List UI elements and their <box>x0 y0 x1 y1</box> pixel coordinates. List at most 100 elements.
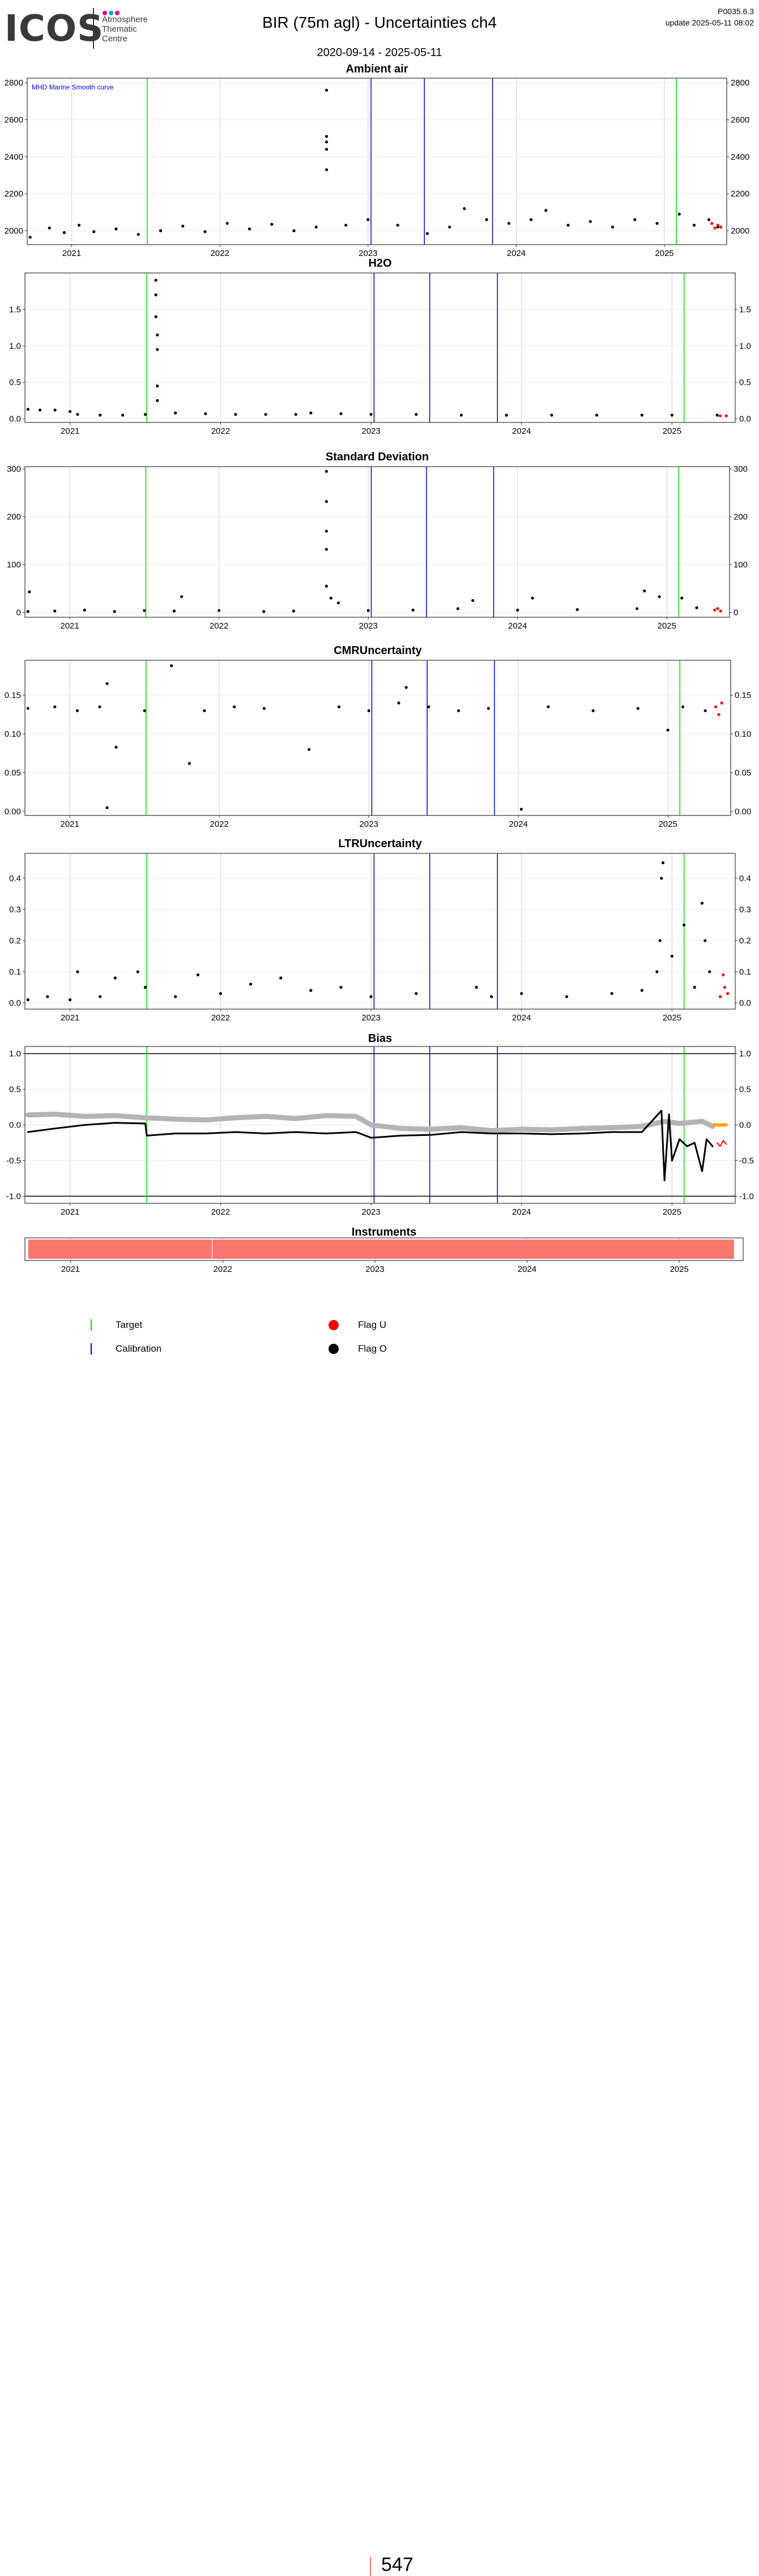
flag-u-point <box>719 225 723 229</box>
data-point <box>114 745 118 749</box>
data-point <box>48 227 51 230</box>
x-tick-label: 2024 <box>508 621 527 631</box>
data-point <box>26 998 29 1002</box>
data-point <box>204 412 207 416</box>
calibration-legend-icon <box>91 1343 92 1355</box>
data-point <box>180 595 184 599</box>
data-point <box>636 707 639 710</box>
data-point <box>660 877 663 880</box>
data-point <box>325 168 329 172</box>
data-point <box>670 413 674 417</box>
data-point <box>174 411 177 415</box>
plot-frame <box>24 466 730 618</box>
legend: 547 Target Calibration Flag U Flag O <box>0 1274 759 2576</box>
instrument-swatch <box>370 2557 371 2576</box>
target-legend-icon <box>91 1319 92 1331</box>
x-tick-label: 2024 <box>512 1013 531 1023</box>
data-point <box>270 223 274 226</box>
y-tick-label: 200 <box>7 512 21 522</box>
data-point <box>485 218 488 221</box>
data-point <box>591 709 595 712</box>
data-point <box>143 985 147 989</box>
data-point <box>225 221 229 225</box>
data-point <box>325 584 328 588</box>
chart-title: Bias <box>368 1032 392 1045</box>
icos-logo: ICOS <box>5 8 104 50</box>
bias-line <box>27 1109 714 1182</box>
data-point <box>53 609 57 613</box>
data-point <box>550 413 553 417</box>
data-point <box>463 207 466 210</box>
data-point <box>516 608 519 612</box>
data-point <box>530 218 533 221</box>
data-point <box>98 705 101 708</box>
data-point <box>136 970 139 973</box>
y-tick-label: 0.2 <box>9 936 21 946</box>
data-point <box>294 413 297 416</box>
chart-title: H2O <box>368 257 391 270</box>
bias-flag-line <box>717 1140 727 1147</box>
y-tick-label-right: 2800 <box>731 78 749 88</box>
data-point <box>218 609 221 612</box>
y-tick-label: 300 <box>7 464 21 474</box>
y-tick-label: 0.10 <box>5 729 21 739</box>
data-point <box>325 500 328 503</box>
chart-panel <box>23 853 737 1011</box>
plot-frame <box>24 660 731 816</box>
x-tick-label: 2021 <box>61 1013 79 1023</box>
y-tick-label: -1.0 <box>6 1191 21 1201</box>
logo-divider <box>93 8 94 49</box>
data-point <box>292 229 296 233</box>
x-tick-label: 2023 <box>359 249 377 258</box>
x-tick-label: 2023 <box>359 621 377 631</box>
flag-u-point <box>713 227 717 230</box>
y-tick-label-right: 1.5 <box>739 305 751 314</box>
flag-u-point <box>716 224 719 227</box>
y-tick-label-right: 0.10 <box>735 729 751 739</box>
x-tick-label: 2022 <box>211 1207 230 1217</box>
y-tick-label-right: 0.0 <box>739 1121 751 1130</box>
target-legend-label: Target <box>116 1319 143 1330</box>
plot-frame <box>24 1237 744 1261</box>
y-tick-label: 0.0 <box>9 998 21 1008</box>
y-tick-label: 1.0 <box>9 341 21 351</box>
data-point <box>425 232 429 235</box>
y-tick-label-right: 2000 <box>731 227 749 236</box>
data-point <box>174 995 177 998</box>
version-label: P0035.6.3 <box>718 7 754 16</box>
y-tick-label: -0.5 <box>6 1156 21 1165</box>
y-tick-label: 0.0 <box>9 1121 21 1130</box>
y-tick-label-right: 1.0 <box>739 1049 751 1059</box>
data-point <box>154 315 157 318</box>
data-point <box>156 385 159 388</box>
data-point <box>219 992 222 996</box>
data-point <box>677 212 681 216</box>
data-point <box>143 609 146 612</box>
data-point <box>113 976 117 980</box>
data-point <box>459 413 463 417</box>
data-point <box>113 610 116 613</box>
data-point <box>99 995 102 998</box>
data-point <box>114 227 118 230</box>
y-tick-label: 0.3 <box>9 905 21 915</box>
logo-subtitle-line: Atmosphere <box>102 15 148 24</box>
chart-title: Instruments <box>352 1226 416 1238</box>
x-tick-label: 2022 <box>214 1264 232 1274</box>
data-point <box>170 664 173 668</box>
data-point <box>680 596 684 600</box>
x-tick-label: 2021 <box>60 621 79 631</box>
logo-dots-icon <box>103 8 121 18</box>
x-tick-label: 2024 <box>518 1264 536 1274</box>
data-point <box>681 705 685 708</box>
data-point <box>595 413 599 417</box>
chart-title: Ambient air <box>346 63 408 75</box>
data-point <box>309 989 313 992</box>
y-tick-label: 1.5 <box>9 305 21 314</box>
data-point <box>325 140 329 144</box>
data-point <box>75 709 79 712</box>
flag-u-point <box>717 713 720 716</box>
data-point <box>46 995 49 998</box>
data-point <box>69 998 72 1002</box>
data-point <box>448 225 451 229</box>
data-point <box>715 413 719 417</box>
